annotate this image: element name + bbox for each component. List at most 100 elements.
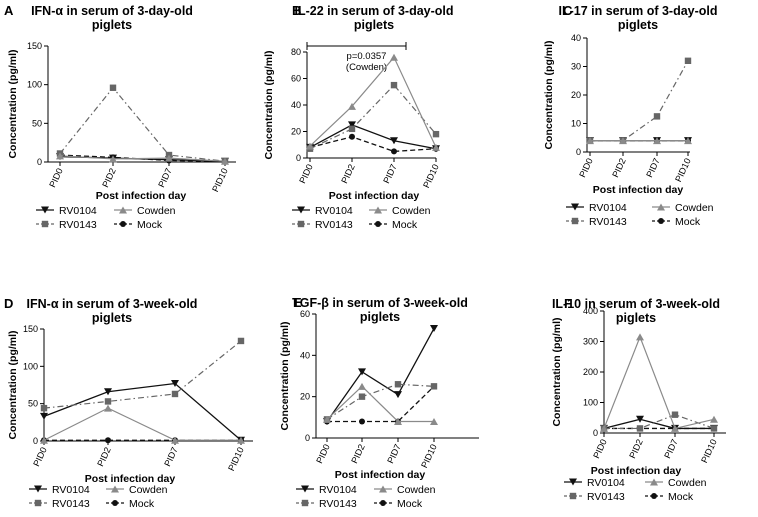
panel-e-y-tick-label: 60 (300, 309, 310, 319)
panel-d-point-rv0143 (104, 398, 112, 405)
panel-c-x-tick-label-pid7: PID7 (644, 157, 662, 179)
panel-e-label: E (293, 295, 302, 310)
panel-a-x-tick-label-pid2: PID2 (100, 167, 118, 189)
panel-f-legend-label-rv0143: RV0143 (587, 491, 625, 503)
panel-d-point-cowden (40, 436, 48, 444)
panel-e-x-tick-label-pid10: PID10 (419, 443, 439, 470)
panel-f-point-rv0143 (636, 425, 644, 432)
panel-a-legend-label-cowden: Cowden (137, 205, 176, 217)
panel-c-legend-label-rv0143: RV0143 (589, 216, 627, 228)
panel-f-point-cowden (671, 424, 679, 432)
panel-a-x-tick-label-pid10: PID10 (210, 167, 230, 194)
panel-e-legend-label-rv0104: RV0104 (319, 484, 357, 496)
panel-b-legend-label-rv0104: RV0104 (315, 205, 353, 217)
panel-f-series-line-rv0104 (603, 418, 714, 430)
panel-e-x-tick-label-pid2: PID2 (349, 443, 367, 465)
panel-d-point-rv0143 (40, 404, 48, 412)
panel-c-y-tick-label: 0 (576, 147, 581, 157)
panel-d-y-tick-label: 150 (23, 324, 38, 334)
panel-f-x-tick-label-pid10: PID10 (699, 438, 719, 465)
panel-a-point-cowden (165, 154, 173, 162)
panel-a-y-tick-label: 150 (27, 41, 42, 51)
panel-b-x-tick-label-pid0: PID0 (297, 163, 315, 185)
panel-c-point-cowden (619, 137, 627, 145)
panel-f-legend-label-mock: Mock (668, 491, 694, 503)
panel-b-y-tick-label: 20 (291, 127, 301, 137)
panel-d-legend-label-mock: Mock (129, 498, 155, 510)
panel-e-legend-label-mock: Mock (397, 498, 423, 510)
panel-f-series-line-rv0143 (604, 414, 715, 430)
panel-e-legend-marker-rv0104 (301, 485, 309, 493)
panel-a-point-cowden (221, 157, 229, 165)
panel-b-y-tick-label: 80 (291, 47, 301, 57)
panel-c-x-axis-label: Post infection day (593, 184, 684, 196)
panel-d-legend-marker-rv0143 (34, 499, 42, 507)
panel-e-point-rv0104 (358, 368, 366, 376)
panel-d-legend-label-cowden: Cowden (129, 484, 168, 496)
panel-f-point-cowden (600, 424, 608, 432)
panel-b-legend-label-cowden: Cowden (392, 205, 431, 217)
panel-a-y-axis-label: Concentration (pg/ml) (7, 49, 19, 158)
panel-c-point-rv0143 (684, 57, 692, 64)
panel-e-y-tick-label: 0 (305, 433, 310, 443)
panel-c-legend-label-mock: Mock (675, 216, 701, 228)
panel-d-series-line-cowden (43, 407, 241, 441)
panel-f-series-line-cowden (603, 335, 715, 430)
panel-f-point-cowden (710, 415, 718, 423)
panel-e-legend-marker-cowden (379, 485, 387, 493)
panel-e-legend-label-cowden: Cowden (397, 484, 436, 496)
panel-f-point-rv0143 (671, 411, 679, 418)
panel-c-point-cowden (684, 137, 692, 145)
panel-d-label: D (4, 296, 13, 311)
panel-f-title-line: piglets (616, 311, 656, 325)
panel-d-legend-marker-rv0104 (34, 485, 42, 493)
panel-f-y-tick-label: 0 (593, 428, 598, 438)
panel-d-x-tick-label-pid2: PID2 (95, 446, 113, 468)
panel-f-legend-label-cowden: Cowden (668, 477, 707, 489)
panel-b-y-tick-label: 60 (291, 74, 301, 84)
panel-e-legend-label-rv0143: RV0143 (319, 498, 357, 510)
panel-a-point-cowden (109, 155, 117, 163)
panel-b-y-axis-label: Concentration (pg/ml) (263, 50, 275, 159)
panel-b-series-line-rv0143 (309, 84, 437, 150)
panel-f-x-tick-label-pid7: PID7 (662, 438, 680, 460)
panel-c-title-line: IL-17 in serum of 3-day-old (558, 4, 717, 18)
panel-a-x-tick-label-pid7: PID7 (156, 167, 174, 189)
panel-b-x-tick-label-pid7: PID7 (381, 163, 399, 185)
panel-c-legend-label-rv0104: RV0104 (589, 202, 627, 214)
panel-a-series-line-cowden (59, 155, 226, 162)
panel-a-legend-label-rv0143: RV0143 (59, 219, 97, 231)
panel-b-label: B (292, 3, 301, 18)
panel-b-legend-label-rv0143: RV0143 (315, 219, 353, 231)
panel-f-y-tick-label: 300 (583, 337, 598, 347)
panel-e-point-cowden (394, 417, 402, 425)
panel-a-x-axis-label: Post infection day (96, 190, 187, 202)
panel-b-legend-marker-mock (375, 221, 381, 227)
panel-f-legend-label-rv0104: RV0104 (587, 477, 625, 489)
panel-f-legend-marker-rv0104 (569, 478, 577, 486)
panel-f-legend-marker-rv0143 (569, 492, 577, 500)
panel-e-title-line: TGF-β in serum of 3-week-old (292, 296, 468, 310)
panel-d-legend-label-rv0104: RV0104 (52, 484, 90, 496)
panel-b-significance-label: p=0.0357 (347, 51, 387, 62)
panel-c-y-tick-label: 30 (571, 62, 581, 72)
panel-b-point-cowden (306, 142, 314, 150)
panel-f-x-tick-label-pid0: PID0 (591, 438, 609, 460)
panel-b-point-rv0143 (390, 81, 398, 89)
panel-e-y-tick-label: 40 (300, 350, 310, 360)
panel-d-x-tick-label-pid7: PID7 (162, 446, 180, 468)
panel-b-point-rv0143 (348, 125, 356, 133)
panel-f-legend-marker-cowden (650, 478, 658, 486)
panel-b-point-rv0104 (390, 137, 398, 145)
panel-b-significance-label: (Cowden) (346, 62, 387, 73)
panel-c-series-line-rv0143 (590, 60, 689, 142)
panel-e-series-line-rv0143 (326, 383, 435, 420)
panel-d-series-line-rv0104 (43, 382, 242, 441)
panel-c-legend-marker-mock (658, 218, 664, 224)
panel-b-series-line-rv0104 (309, 124, 437, 150)
panel-d-series-line-rv0143 (43, 340, 242, 409)
